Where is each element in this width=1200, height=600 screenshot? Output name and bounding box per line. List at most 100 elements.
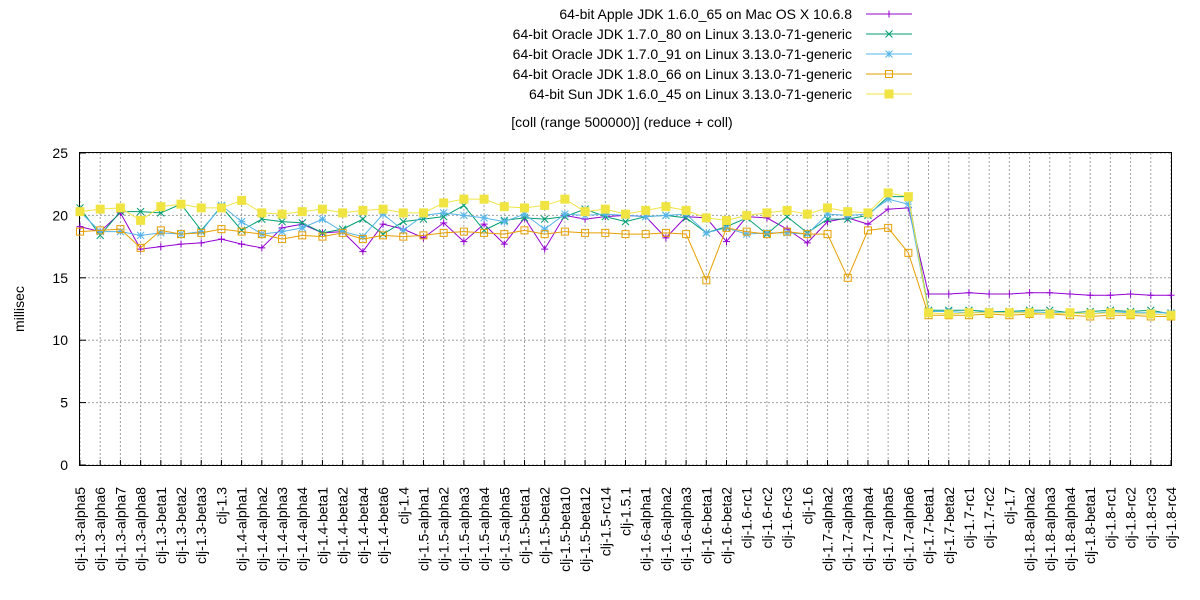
- x-tick-label: clj-1.3-beta2: [173, 487, 189, 564]
- y-tick-label: 15: [52, 270, 68, 286]
- data-point: [924, 308, 934, 318]
- data-point: [399, 226, 408, 235]
- data-point: [661, 202, 671, 212]
- x-tick-label: clj-1.5-beta2: [537, 487, 553, 564]
- x-tick-label: clj-1.8-beta1: [1082, 487, 1098, 564]
- data-point: [1066, 290, 1074, 298]
- data-point: [217, 235, 225, 243]
- y-tick-label: 0: [60, 457, 68, 473]
- data-point: [823, 210, 832, 219]
- data-point: [277, 209, 287, 219]
- data-point: [76, 223, 84, 231]
- data-point: [258, 244, 266, 252]
- data-point: [903, 192, 913, 202]
- legend-marker: [885, 70, 893, 78]
- legend-marker: [885, 50, 893, 58]
- data-point: [459, 227, 468, 236]
- data-point: [96, 226, 105, 235]
- data-point: [96, 231, 105, 240]
- x-tick-label: clj-1.3-alpha8: [133, 487, 149, 571]
- data-point: [641, 205, 651, 215]
- data-point: [439, 209, 448, 217]
- x-tick-label: clj-1.8-rc4: [1163, 487, 1179, 549]
- data-point: [338, 208, 348, 218]
- data-point: [1025, 308, 1035, 318]
- x-tick-label: clj-1.5-beta12: [577, 487, 593, 572]
- x-tick-label: clj-1.3-alpha6: [92, 487, 108, 571]
- data-point: [802, 209, 812, 219]
- x-tick-label: clj-1.4-alpha4: [294, 487, 310, 571]
- x-tick-label: clj-1.4-alpha1: [234, 487, 250, 571]
- data-point: [156, 202, 166, 212]
- data-point: [1046, 289, 1054, 297]
- x-tick-label: clj-1.4-alpha3: [274, 487, 290, 571]
- x-tick-label: clj-1.6-rc2: [759, 487, 775, 549]
- data-point: [561, 210, 569, 219]
- data-point: [499, 202, 509, 212]
- data-point: [136, 243, 145, 252]
- data-point: [278, 217, 286, 226]
- x-tick-label: clj-1.6-rc1: [739, 487, 755, 549]
- data-point: [1045, 309, 1055, 319]
- data-point: [136, 231, 145, 240]
- data-point: [379, 210, 387, 219]
- data-point: [480, 220, 488, 228]
- data-point: [661, 228, 670, 237]
- data-point: [297, 207, 307, 217]
- x-tick-label: clj-1.7-alpha5: [880, 487, 896, 571]
- data-point: [641, 212, 650, 221]
- x-tick-label: clj-1.7-rc1: [961, 487, 977, 549]
- data-point: [723, 238, 731, 246]
- x-tick-label: clj-1.8-alpha4: [1062, 487, 1078, 571]
- data-point: [298, 231, 307, 240]
- data-point: [379, 220, 387, 228]
- data-point: [682, 214, 690, 222]
- data-point: [237, 217, 246, 226]
- data-point: [216, 203, 226, 213]
- data-point: [176, 199, 186, 209]
- x-tick-label: clj-1.7-alpha6: [900, 487, 916, 571]
- data-point: [257, 208, 267, 218]
- data-point: [379, 231, 388, 240]
- x-tick-label: clj-1.5-alpha5: [496, 487, 512, 571]
- data-point: [500, 217, 509, 226]
- data-point: [702, 276, 711, 285]
- data-point: [863, 208, 873, 218]
- data-point: [580, 207, 590, 217]
- data-point: [662, 234, 670, 242]
- data-point: [944, 309, 954, 319]
- data-point: [783, 229, 791, 237]
- data-point: [843, 207, 853, 217]
- data-point: [560, 227, 569, 236]
- data-point: [742, 210, 752, 220]
- data-point: [177, 230, 186, 239]
- data-point: [540, 215, 549, 223]
- data-point: [177, 240, 185, 248]
- data-point: [1086, 291, 1094, 299]
- data-point: [762, 208, 772, 218]
- data-point: [1005, 290, 1013, 298]
- x-tick-label: clj-1.4-beta6: [375, 487, 391, 564]
- data-point: [197, 227, 206, 236]
- data-point: [460, 238, 468, 246]
- legend-label: 64-bit Apple JDK 1.6.0_65 on Mac OS X 10…: [559, 6, 852, 22]
- legend-marker: [885, 30, 893, 38]
- legend-label: 64-bit Sun JDK 1.6.0_45 on Linux 3.13.0-…: [529, 86, 852, 102]
- data-point: [500, 230, 509, 239]
- data-point: [541, 245, 549, 253]
- data-point: [459, 194, 469, 204]
- data-point: [601, 210, 610, 219]
- data-point: [823, 230, 832, 239]
- data-point: [742, 230, 751, 238]
- x-tick-label: clj-1.7-alpha4: [860, 487, 876, 571]
- data-point: [440, 219, 448, 227]
- data-point: [479, 194, 489, 204]
- axes: clj-1.3-alpha5 clj-1.3-alpha6 clj-1.3-alph…: [52, 145, 1179, 572]
- data-point: [520, 210, 529, 219]
- data-point: [298, 224, 307, 232]
- data-point: [904, 200, 913, 209]
- data-point: [500, 240, 508, 248]
- data-point: [803, 230, 812, 239]
- legend: 64-bit Apple JDK 1.6.0_65 on Mac OS X 10…: [513, 6, 912, 102]
- data-point: [519, 203, 529, 213]
